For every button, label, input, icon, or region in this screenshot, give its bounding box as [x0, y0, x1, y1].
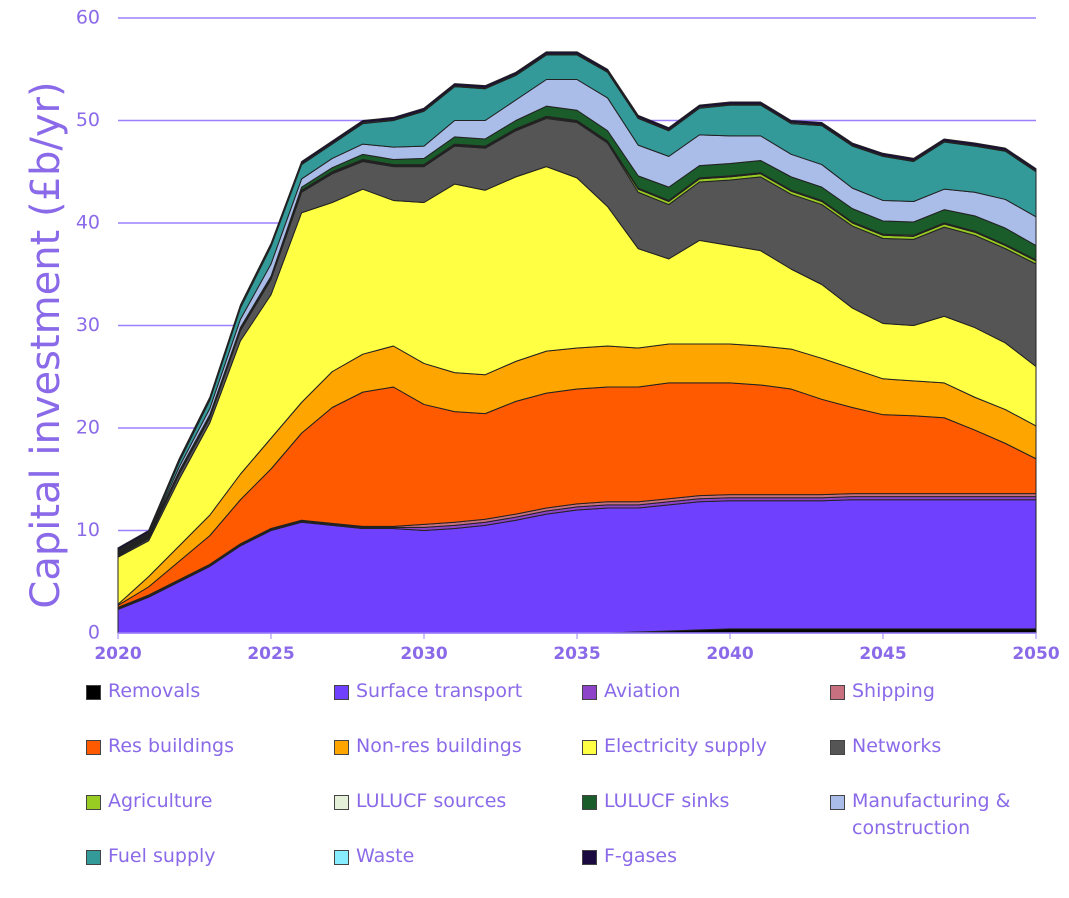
- legend-swatch: [86, 850, 101, 865]
- legend-swatch: [830, 795, 845, 810]
- y-tick-label: 60: [76, 7, 100, 29]
- x-tick-label: 2025: [247, 644, 294, 664]
- legend-swatch: [334, 795, 349, 810]
- legend-label: Shipping: [852, 680, 935, 702]
- legend-swatch: [334, 850, 349, 865]
- legend: Removals Surface transport Aviation Shippin…: [86, 678, 1069, 898]
- x-tick-label: 2020: [94, 644, 141, 664]
- legend-swatch: [86, 685, 101, 700]
- legend-swatch: [582, 685, 597, 700]
- legend-swatch: [334, 685, 349, 700]
- legend-label: LULUCF sources: [356, 790, 507, 812]
- x-tick-label: 2050: [1012, 644, 1059, 664]
- legend-label: Non-res buildings: [356, 735, 522, 757]
- legend-label: Res buildings: [108, 735, 234, 757]
- legend-item: Waste: [334, 843, 582, 898]
- legend-swatch: [830, 685, 845, 700]
- legend-item: Agriculture: [86, 788, 334, 843]
- legend-label: Electricity supply: [604, 735, 768, 757]
- legend-label: Fuel supply: [108, 845, 216, 867]
- page: Capital investment (£b/yr) 0 10 20 30 40 50 60…: [23, 7, 1060, 868]
- x-tick-label: 2035: [553, 644, 600, 664]
- legend-item: LULUCF sinks: [582, 788, 830, 843]
- y-tick-label: 20: [76, 417, 100, 439]
- legend-swatch: [334, 740, 349, 755]
- legend-item: Networks: [830, 733, 1069, 788]
- legend-item: Shipping: [830, 678, 1069, 733]
- legend-label: Waste: [356, 845, 415, 867]
- legend-swatch: [86, 740, 101, 755]
- legend-item: Electricity supply: [582, 733, 830, 788]
- legend-item: LULUCF sources: [334, 788, 582, 843]
- y-tick-label: 0: [88, 622, 100, 644]
- legend-item: Surface transport: [334, 678, 582, 733]
- legend-label: Aviation: [604, 680, 681, 702]
- legend-label: Manufacturing & construction: [852, 790, 1011, 839]
- legend-item: F-gases: [582, 843, 830, 898]
- legend-item: Non-res buildings: [334, 733, 582, 788]
- legend-swatch: [582, 740, 597, 755]
- legend-item: Manufacturing & construction: [830, 788, 1069, 843]
- legend-item: Fuel supply: [86, 843, 334, 898]
- legend-swatch: [582, 795, 597, 810]
- legend-item: Removals: [86, 678, 334, 733]
- y-tick-label: 30: [76, 314, 100, 336]
- legend-label: F-gases: [604, 845, 677, 867]
- y-tick-label: 40: [76, 212, 100, 234]
- y-axis-label: Capital investment (£b/yr): [23, 81, 69, 608]
- legend-swatch: [582, 850, 597, 865]
- legend-swatch: [86, 795, 101, 810]
- x-tick-label: 2030: [400, 644, 447, 664]
- area: [117, 51, 1037, 551]
- y-tick-label: 10: [76, 519, 100, 541]
- x-tick-label: 2040: [706, 644, 753, 664]
- legend-item: Aviation: [582, 678, 830, 733]
- legend-label: Surface transport: [356, 680, 523, 702]
- legend-label: LULUCF sinks: [604, 790, 730, 812]
- legend-label: Agriculture: [108, 790, 213, 812]
- x-tick-label: 2045: [859, 644, 906, 664]
- chart: Capital investment (£b/yr) 0102030405060…: [23, 7, 1060, 665]
- y-tick-label: 50: [76, 109, 100, 131]
- legend-item: Res buildings: [86, 733, 334, 788]
- legend-label: Removals: [108, 680, 201, 702]
- legend-label: Networks: [852, 735, 942, 757]
- legend-swatch: [830, 740, 845, 755]
